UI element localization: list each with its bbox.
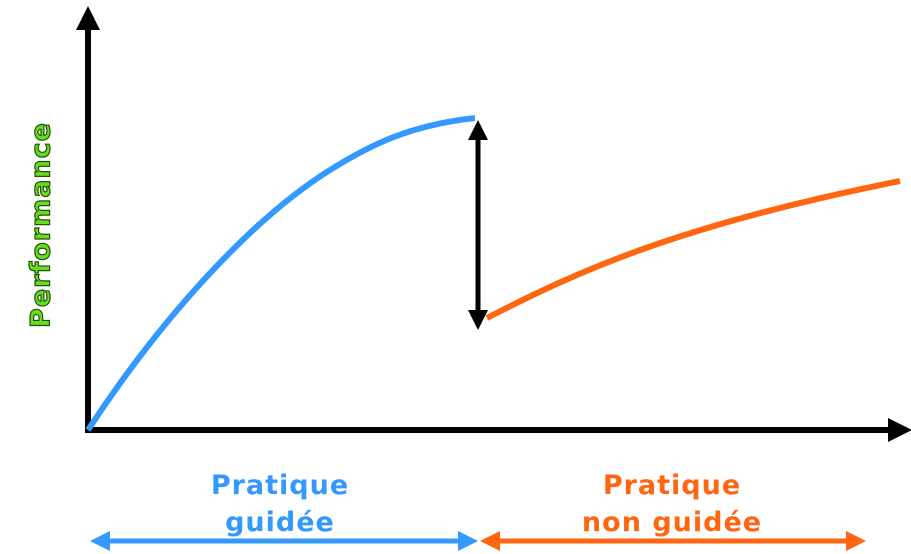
phase-label: Pratique — [211, 470, 349, 501]
unguided-curve — [485, 178, 901, 321]
phase-label: guidée — [225, 507, 335, 538]
guided-curve — [85, 115, 476, 432]
y-axis-label: Performance — [26, 122, 57, 328]
phase-label: Pratique — [603, 470, 741, 501]
phase-label: non guidée — [582, 507, 762, 538]
